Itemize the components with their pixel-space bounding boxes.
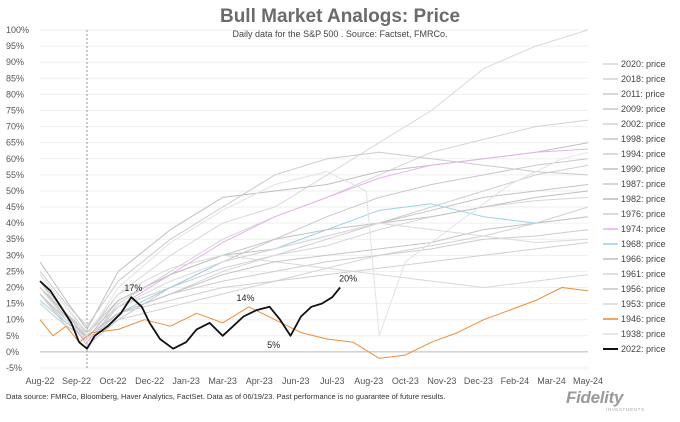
x-tick-label: Feb-24 <box>501 376 530 386</box>
x-tick-label: Dec-22 <box>135 376 164 386</box>
legend-label: 1953: price <box>621 299 666 309</box>
y-tick-label: 5% <box>6 331 19 341</box>
legend-label: 2022: price <box>621 344 666 354</box>
highlight-series-lines <box>39 280 341 350</box>
y-tick-label: 85% <box>6 73 24 83</box>
legend-label: 1961: price <box>621 269 666 279</box>
series-line-1974-price <box>39 148 589 343</box>
y-tick-label: 95% <box>6 41 24 51</box>
y-tick-label: 100% <box>6 25 29 35</box>
series-line-1961-price <box>39 254 589 334</box>
series-lines <box>39 29 589 359</box>
annotation-label: 17% <box>124 283 142 293</box>
legend-label: 1998: price <box>621 134 666 144</box>
legend-label: 1987: price <box>621 179 666 189</box>
series-line-2022-price <box>39 280 341 350</box>
legend-label: 1956: price <box>621 284 666 294</box>
legend-label: 1966: price <box>621 254 666 264</box>
x-tick-label: May-24 <box>573 376 603 386</box>
legend-label: 2018: price <box>621 74 666 84</box>
y-tick-label: 50% <box>6 186 24 196</box>
legend: 2020: price 2018: price 2011: price 2009: p… <box>603 59 666 354</box>
line-chart: -5% 0% 5% 10% 15% 20% 25% 30% 35% 40% 45% 50% 55% 60%… <box>6 25 666 386</box>
x-tick-label: Sep-22 <box>62 376 91 386</box>
x-tick-label: Aug-22 <box>25 376 54 386</box>
chart-title: Bull Market Analogs: Price <box>219 6 461 27</box>
legend-label: 2002: price <box>621 119 666 129</box>
x-tick-label: Mar-24 <box>537 376 566 386</box>
x-tick-label: Aug-23 <box>354 376 383 386</box>
y-tick-label: -5% <box>6 363 22 373</box>
legend-label: 1968: price <box>621 239 666 249</box>
x-tick-label: Jul-23 <box>320 376 345 386</box>
y-tick-label: 20% <box>6 283 24 293</box>
annotations: 17% 14% 5% 20% <box>124 274 357 350</box>
fidelity-tagline: INVESTMENTS <box>606 407 645 412</box>
x-tick-label: Jan-23 <box>172 376 200 386</box>
y-tick-label: 25% <box>6 266 24 276</box>
footnote: Data source: FMRCo, Bloomberg, Haver Ana… <box>6 392 446 401</box>
legend-label: 2011: price <box>621 89 665 99</box>
y-tick-label: 55% <box>6 170 24 180</box>
x-tick-label: Oct-23 <box>392 376 419 386</box>
annotation-label: 20% <box>339 274 357 284</box>
legend-label: 1982: price <box>621 194 666 204</box>
y-tick-label: 10% <box>6 315 24 325</box>
x-tick-label: Mar-23 <box>208 376 237 386</box>
x-tick-label: Dec-23 <box>464 376 493 386</box>
series-line-1938-price <box>39 151 589 337</box>
x-tick-label: Oct-22 <box>100 376 127 386</box>
annotation-label: 14% <box>237 293 255 303</box>
series-line-2020-price <box>39 29 589 337</box>
x-axis-ticks: Aug-22 Sep-22 Oct-22 Dec-22 Jan-23 Mar-23 Apr-… <box>25 376 603 386</box>
gridlines <box>40 29 588 369</box>
y-tick-label: 0% <box>6 347 19 357</box>
y-tick-label: 40% <box>6 218 24 228</box>
legend-label: 1974: price <box>621 224 666 234</box>
legend-label: 1994: price <box>621 149 666 159</box>
legend-label: 1946: price <box>621 314 666 324</box>
x-tick-label: Jun-23 <box>282 376 310 386</box>
x-tick-label: Nov-23 <box>427 376 456 386</box>
legend-label: 2009: price <box>621 104 666 114</box>
series-line-2018-price <box>39 119 589 343</box>
y-tick-label: 45% <box>6 202 24 212</box>
legend-label: 2020: price <box>621 59 666 69</box>
chart-subtitle: Daily data for the S&P 500 . Source: Fac… <box>232 29 448 39</box>
y-axis-ticks: -5% 0% 5% 10% 15% 20% 25% 30% 35% 40% 45% 50% 55% 60%… <box>6 25 29 373</box>
y-tick-label: 60% <box>6 154 24 164</box>
annotation-label: 5% <box>267 340 280 350</box>
fidelity-logo: Fidelity <box>566 388 624 407</box>
y-tick-label: 70% <box>6 122 24 132</box>
series-line-1987-price <box>39 229 589 343</box>
series-line-2009-price <box>39 151 589 327</box>
y-tick-label: 35% <box>6 234 24 244</box>
legend-label: 1976: price <box>621 209 666 219</box>
y-tick-label: 15% <box>6 299 24 309</box>
x-tick-label: Apr-23 <box>246 376 273 386</box>
y-tick-label: 90% <box>6 57 24 67</box>
series-line-1946-price <box>39 287 589 359</box>
series-line-1953-price <box>39 222 589 340</box>
y-tick-label: 80% <box>6 89 24 99</box>
series-line-2011-price <box>39 164 589 334</box>
legend-label: 1938: price <box>621 329 666 339</box>
y-tick-label: 75% <box>6 105 24 115</box>
y-tick-label: 30% <box>6 250 24 260</box>
legend-label: 1990: price <box>621 164 666 174</box>
y-tick-label: 65% <box>6 138 24 148</box>
